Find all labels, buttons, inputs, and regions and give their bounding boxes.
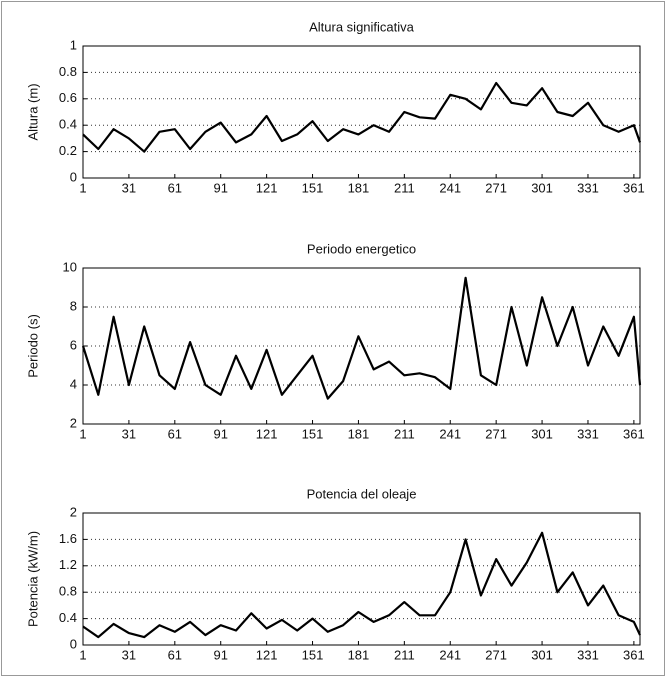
data-line	[82, 81, 642, 153]
y-tick-label: 0	[70, 636, 77, 651]
x-tick-label: 361	[623, 426, 645, 441]
x-tick-label: 271	[485, 426, 507, 441]
x-tick-label: 31	[122, 180, 136, 195]
x-tick-label: 1	[79, 426, 86, 441]
x-tick-label: 121	[256, 647, 278, 662]
y-tick-label: 10	[63, 259, 77, 274]
y-tick-label: 0.8	[59, 64, 77, 79]
x-tick-label: 151	[302, 647, 324, 662]
y-tick-label: 0.4	[59, 117, 77, 132]
y-tick-label: 1.6	[59, 531, 77, 546]
y-tick-label: 0.4	[59, 610, 77, 625]
data-line	[82, 531, 641, 639]
y-tick-label: 2	[70, 415, 77, 430]
plot-area	[82, 512, 641, 646]
y-axis-label: Altura (m)	[25, 83, 40, 140]
y-tick-label: 8	[70, 298, 77, 313]
x-tick-label: 151	[302, 426, 324, 441]
chart-title: Altura significativa	[309, 19, 415, 34]
plot-area	[82, 45, 641, 179]
data-line	[81, 276, 642, 400]
x-tick-label: 1	[79, 180, 86, 195]
x-tick-label: 181	[348, 180, 370, 195]
y-tick-label: 0.8	[59, 584, 77, 599]
x-tick-label: 61	[168, 426, 182, 441]
y-tick-label: 0	[70, 169, 77, 184]
x-tick-label: 1	[79, 647, 86, 662]
x-tick-label: 31	[122, 647, 136, 662]
x-tick-label: 211	[394, 426, 415, 441]
x-tick-label: 301	[531, 647, 553, 662]
x-tick-label: 241	[439, 180, 461, 195]
y-tick-label: 6	[70, 337, 77, 352]
y-tick-label: 1	[70, 37, 77, 52]
x-tick-label: 91	[213, 647, 227, 662]
y-tick-label: 0.6	[59, 90, 77, 105]
x-tick-label: 241	[439, 426, 461, 441]
y-tick-label: 1.2	[59, 557, 77, 572]
x-tick-label: 121	[256, 426, 278, 441]
y-axis-label: Periodo (s)	[25, 314, 40, 378]
x-tick-label: 91	[213, 426, 227, 441]
x-tick-label: 211	[394, 647, 415, 662]
x-tick-label: 271	[485, 647, 507, 662]
y-axis-label: Potencia (kW/m)	[25, 531, 40, 627]
x-tick-label: 301	[531, 180, 553, 195]
x-tick-label: 61	[168, 180, 182, 195]
x-tick-label: 211	[394, 180, 415, 195]
x-tick-label: 331	[577, 647, 599, 662]
x-tick-label: 361	[623, 647, 645, 662]
y-tick-label: 4	[70, 376, 77, 391]
x-tick-label: 31	[122, 426, 136, 441]
x-tick-label: 91	[213, 180, 227, 195]
chart-title: Periodo energetico	[307, 241, 416, 256]
x-tick-label: 61	[168, 647, 182, 662]
x-tick-label: 241	[439, 647, 461, 662]
y-tick-label: 2	[70, 504, 77, 519]
x-tick-label: 271	[485, 180, 507, 195]
x-tick-label: 301	[531, 426, 553, 441]
x-tick-label: 151	[302, 180, 324, 195]
x-tick-label: 181	[348, 647, 370, 662]
x-tick-label: 361	[623, 180, 645, 195]
x-tick-label: 181	[348, 426, 370, 441]
x-tick-label: 331	[577, 426, 599, 441]
x-tick-label: 121	[256, 180, 278, 195]
chart-title: Potencia del oleaje	[307, 486, 417, 501]
y-tick-label: 0.2	[59, 143, 77, 158]
x-tick-label: 331	[577, 180, 599, 195]
